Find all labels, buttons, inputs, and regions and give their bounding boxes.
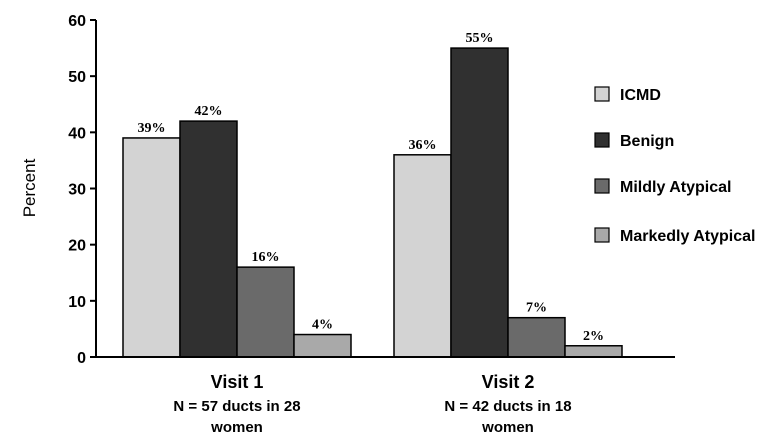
bar-markedly-atypical-visit-1 — [293, 333, 352, 358]
data-label: 16% — [252, 250, 280, 265]
bar-mildly-atypical-visit-2 — [507, 316, 566, 358]
y-tick-label: 30 — [68, 182, 86, 199]
y-tick-label: 60 — [68, 13, 86, 30]
legend-swatch — [594, 178, 610, 194]
bar-markedly-atypical-visit-2 — [564, 345, 623, 358]
group-label: Visit 2 — [482, 372, 535, 392]
axes — [95, 20, 675, 358]
bar-icmd-visit-1 — [122, 137, 181, 358]
y-tick-label: 50 — [68, 69, 86, 86]
y-tick-label: 40 — [68, 125, 86, 142]
data-label: 42% — [195, 104, 223, 119]
legend-label: Markedly Atypical — [620, 228, 755, 245]
data-label: 36% — [409, 138, 437, 153]
data-label: 2% — [583, 329, 604, 344]
y-axis-label: Percent — [20, 158, 39, 217]
legend-swatch — [594, 132, 610, 148]
legend-swatch — [594, 227, 610, 243]
data-label: 7% — [526, 301, 547, 316]
bar-mildly-atypical-visit-1 — [236, 266, 295, 358]
group-subtitle: women — [210, 419, 263, 436]
bar-benign-visit-2 — [450, 47, 509, 358]
y-axis-ticks: 0 10 20 30 40 50 60 — [68, 13, 96, 367]
data-label: 55% — [466, 31, 494, 46]
legend-label: ICMD — [620, 87, 661, 104]
y-tick-label: 0 — [77, 350, 86, 367]
y-tick-label: 10 — [68, 294, 86, 311]
legend-swatch — [594, 86, 610, 102]
group-subtitle: N = 42 ducts in 18 — [444, 398, 571, 415]
group-label: Visit 1 — [211, 372, 264, 392]
group-subtitle: women — [481, 419, 534, 436]
y-tick-label: 20 — [68, 238, 86, 255]
legend: ICMD Benign Mildly Atypical Markedly Atypic… — [594, 86, 755, 245]
bars: 39% 42% 16% 4% 36% 55% 7% 2% — [122, 31, 623, 358]
bar-icmd-visit-2 — [393, 154, 452, 358]
group-subtitle: N = 57 ducts in 28 — [173, 398, 300, 415]
legend-label: Benign — [620, 133, 674, 150]
data-label: 4% — [312, 318, 333, 333]
bar-benign-visit-1 — [179, 120, 238, 358]
legend-label: Mildly Atypical — [620, 179, 731, 196]
group-labels: Visit 1 N = 57 ducts in 28 women Visit 2 N =… — [173, 372, 571, 436]
data-label: 39% — [138, 121, 166, 136]
